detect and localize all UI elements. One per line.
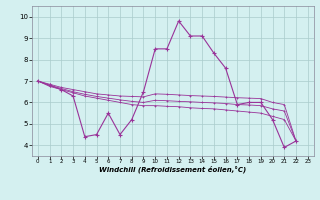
X-axis label: Windchill (Refroidissement éolien,°C): Windchill (Refroidissement éolien,°C)	[99, 166, 246, 173]
